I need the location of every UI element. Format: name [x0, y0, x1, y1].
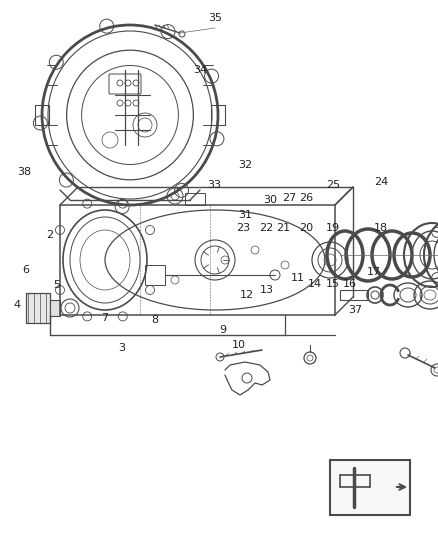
- Text: 8: 8: [152, 315, 159, 325]
- Text: 32: 32: [238, 160, 252, 170]
- Text: 17: 17: [367, 267, 381, 277]
- Text: 10: 10: [232, 340, 246, 350]
- Text: 21: 21: [276, 223, 290, 233]
- Text: 3: 3: [119, 343, 126, 353]
- Text: 7: 7: [102, 313, 109, 323]
- Text: 27: 27: [282, 193, 296, 203]
- Text: 11: 11: [291, 273, 305, 283]
- Text: 25: 25: [326, 180, 340, 190]
- Text: 2: 2: [46, 230, 53, 240]
- Polygon shape: [50, 300, 60, 316]
- Text: 35: 35: [208, 13, 222, 23]
- Text: 26: 26: [299, 193, 313, 203]
- Bar: [35, 105, 49, 125]
- Text: 4: 4: [14, 300, 21, 310]
- Text: 9: 9: [219, 325, 226, 335]
- Text: 20: 20: [299, 223, 313, 233]
- Text: 5: 5: [53, 280, 60, 290]
- Text: 33: 33: [207, 180, 221, 190]
- Polygon shape: [26, 293, 50, 323]
- Text: 6: 6: [22, 265, 29, 275]
- Text: 30: 30: [263, 195, 277, 205]
- Text: 15: 15: [326, 279, 340, 289]
- Text: 34: 34: [193, 65, 207, 75]
- Text: 12: 12: [240, 290, 254, 300]
- Text: 38: 38: [17, 167, 31, 177]
- Text: 23: 23: [236, 223, 250, 233]
- Text: 22: 22: [259, 223, 273, 233]
- Text: 13: 13: [260, 285, 274, 295]
- Text: 18: 18: [374, 223, 388, 233]
- Text: 37: 37: [348, 305, 362, 315]
- Text: 16: 16: [343, 279, 357, 289]
- Text: 14: 14: [308, 279, 322, 289]
- Bar: [330, 460, 410, 515]
- Bar: [211, 105, 225, 125]
- Text: 19: 19: [326, 223, 340, 233]
- Text: 24: 24: [374, 177, 388, 187]
- Text: 31: 31: [238, 210, 252, 220]
